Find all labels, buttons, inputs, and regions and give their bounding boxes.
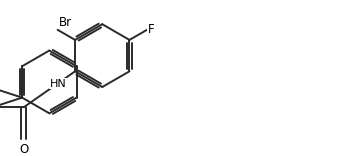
Text: Br: Br	[59, 16, 72, 29]
Text: O: O	[19, 143, 28, 156]
Text: HN: HN	[50, 79, 67, 89]
Text: F: F	[148, 23, 155, 36]
